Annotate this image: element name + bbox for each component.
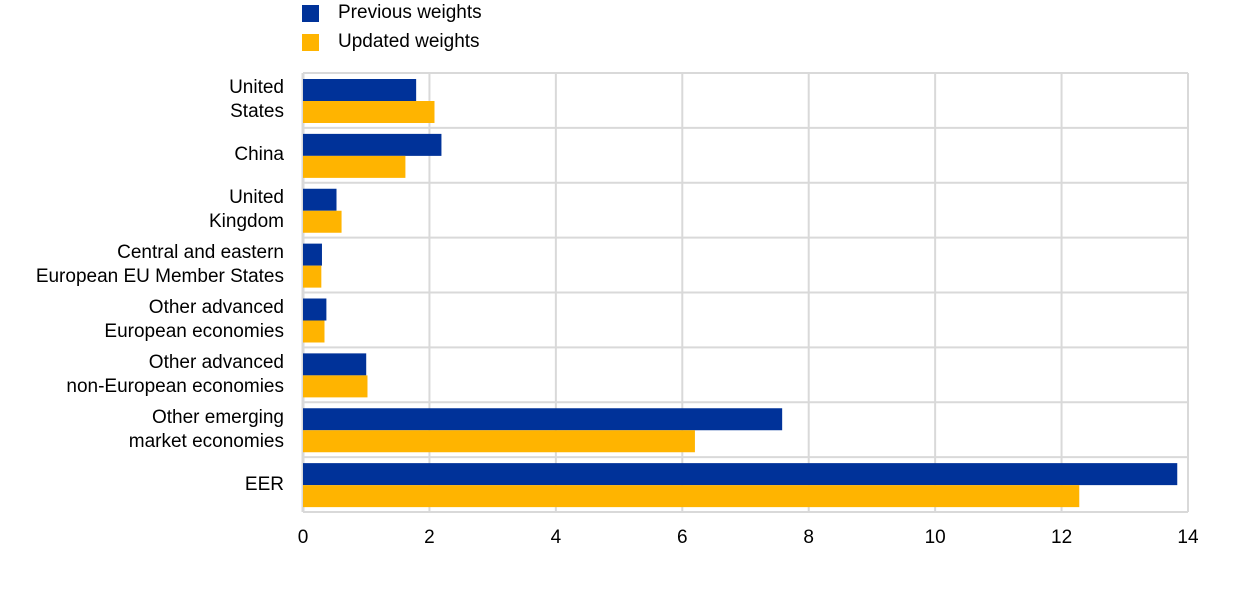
category-label: United States xyxy=(229,76,284,124)
category-label: EER xyxy=(245,473,284,497)
category-label-line: States xyxy=(230,101,284,123)
category-label-line: market economies xyxy=(128,430,284,452)
bar-previous xyxy=(303,243,322,266)
bar-updated xyxy=(303,430,695,453)
category-label-line: Central and eastern xyxy=(117,242,284,264)
category-label: Central and eastern European EU Member St… xyxy=(36,241,284,289)
category-label-line: non-European economies xyxy=(66,375,284,397)
bar-previous xyxy=(303,353,367,376)
x-tick-label: 10 xyxy=(925,527,946,548)
category-label: Other advanced non-European economies xyxy=(66,351,284,399)
category-label-line: Other advanced xyxy=(148,296,284,318)
category-label-line: United xyxy=(229,187,284,209)
category-label: Other advanced European economies xyxy=(104,296,284,344)
bar-previous xyxy=(303,79,417,101)
legend-swatch xyxy=(302,33,319,51)
legend-label: Updated weights xyxy=(338,31,480,52)
bar-updated xyxy=(303,265,322,288)
bar-previous xyxy=(303,133,442,156)
bar-previous xyxy=(303,188,337,211)
bar-updated xyxy=(303,375,368,398)
legend-label: Previous weights xyxy=(338,2,482,23)
bar-updated xyxy=(303,210,342,233)
category-label: China xyxy=(234,143,284,167)
category-label-line: China xyxy=(234,144,284,166)
bar-updated xyxy=(303,155,406,178)
category-label-line: Other advanced xyxy=(148,351,284,373)
bar-previous xyxy=(303,408,783,431)
x-tick-label: 8 xyxy=(803,527,814,548)
x-tick-label: 4 xyxy=(551,527,562,548)
category-label-line: Kingdom xyxy=(209,211,284,233)
bar-previous xyxy=(303,463,1178,486)
category-label-line: European economies xyxy=(104,320,284,342)
category-label-line: Other emerging xyxy=(151,406,284,428)
legend-swatch xyxy=(302,4,319,22)
x-tick-label: 6 xyxy=(677,527,688,548)
x-tick-label: 0 xyxy=(298,527,309,548)
bar-previous xyxy=(303,298,327,321)
bar-updated xyxy=(303,320,325,343)
category-label-line: United xyxy=(229,77,284,99)
legend-item: Previous weights xyxy=(302,2,482,24)
legend-item: Updated weights xyxy=(302,31,480,53)
category-label: Other emerging market economies xyxy=(129,406,284,454)
x-tick-label: 12 xyxy=(1051,527,1072,548)
bar-updated xyxy=(303,485,1080,508)
x-tick-label: 2 xyxy=(424,527,435,548)
category-label-line: EER xyxy=(244,473,284,495)
x-tick-label: 14 xyxy=(1177,527,1199,548)
category-label: United Kingdom xyxy=(209,186,284,234)
bar-updated xyxy=(303,101,435,123)
category-label-line: European EU Member States xyxy=(35,266,284,288)
